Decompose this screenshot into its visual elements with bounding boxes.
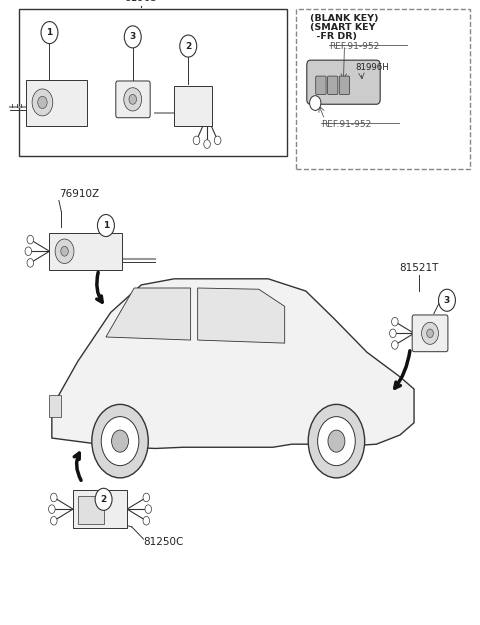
Text: 76910Z: 76910Z: [59, 189, 99, 199]
FancyBboxPatch shape: [78, 496, 104, 524]
FancyBboxPatch shape: [73, 490, 127, 528]
Circle shape: [55, 239, 74, 264]
Circle shape: [143, 493, 150, 502]
FancyBboxPatch shape: [327, 76, 338, 94]
Circle shape: [27, 259, 34, 267]
Text: (BLANK KEY): (BLANK KEY): [310, 14, 378, 22]
Circle shape: [41, 21, 58, 44]
Circle shape: [32, 89, 53, 116]
Circle shape: [95, 488, 112, 511]
Text: -FR DR): -FR DR): [310, 32, 357, 41]
Circle shape: [193, 136, 200, 144]
Text: 3: 3: [130, 32, 136, 41]
FancyBboxPatch shape: [412, 315, 448, 352]
FancyBboxPatch shape: [307, 60, 380, 104]
Circle shape: [427, 329, 433, 338]
Circle shape: [180, 35, 197, 57]
Circle shape: [145, 505, 152, 513]
Circle shape: [308, 404, 365, 478]
Circle shape: [25, 247, 32, 256]
Text: 81250C: 81250C: [144, 537, 184, 548]
Circle shape: [27, 236, 34, 244]
FancyBboxPatch shape: [26, 80, 87, 126]
Polygon shape: [198, 288, 285, 343]
Circle shape: [439, 289, 456, 311]
Circle shape: [204, 140, 210, 148]
Text: 3: 3: [444, 296, 450, 305]
Circle shape: [310, 96, 321, 111]
Text: 1: 1: [47, 28, 53, 37]
Circle shape: [101, 417, 139, 466]
FancyBboxPatch shape: [297, 9, 470, 169]
Circle shape: [111, 430, 129, 452]
Text: 2: 2: [100, 495, 107, 504]
Circle shape: [129, 94, 136, 104]
Circle shape: [390, 329, 396, 338]
Circle shape: [50, 493, 57, 502]
Circle shape: [61, 246, 68, 256]
Circle shape: [318, 417, 355, 466]
Circle shape: [97, 214, 114, 236]
Circle shape: [215, 136, 221, 144]
Text: 81905: 81905: [125, 0, 158, 2]
Text: REF.91-952: REF.91-952: [329, 42, 380, 51]
Text: (SMART KEY: (SMART KEY: [310, 22, 375, 32]
FancyBboxPatch shape: [174, 86, 212, 126]
Polygon shape: [106, 288, 191, 340]
FancyBboxPatch shape: [19, 9, 287, 156]
Circle shape: [328, 430, 345, 452]
Circle shape: [48, 505, 55, 513]
Text: 81521T: 81521T: [399, 262, 438, 272]
FancyBboxPatch shape: [116, 81, 150, 118]
FancyBboxPatch shape: [339, 76, 349, 94]
Circle shape: [124, 88, 142, 111]
Text: REF.91-952: REF.91-952: [321, 119, 371, 129]
Text: 2: 2: [185, 41, 192, 51]
Circle shape: [50, 516, 57, 525]
FancyBboxPatch shape: [49, 395, 61, 417]
Circle shape: [92, 404, 148, 478]
FancyBboxPatch shape: [49, 233, 122, 269]
Circle shape: [124, 26, 141, 48]
Text: 81996H: 81996H: [355, 63, 389, 72]
Circle shape: [38, 96, 47, 109]
Text: 1: 1: [103, 221, 109, 230]
Polygon shape: [52, 279, 414, 449]
Circle shape: [392, 318, 398, 326]
Circle shape: [143, 516, 150, 525]
FancyBboxPatch shape: [316, 76, 326, 94]
Circle shape: [421, 322, 439, 344]
Circle shape: [392, 341, 398, 349]
